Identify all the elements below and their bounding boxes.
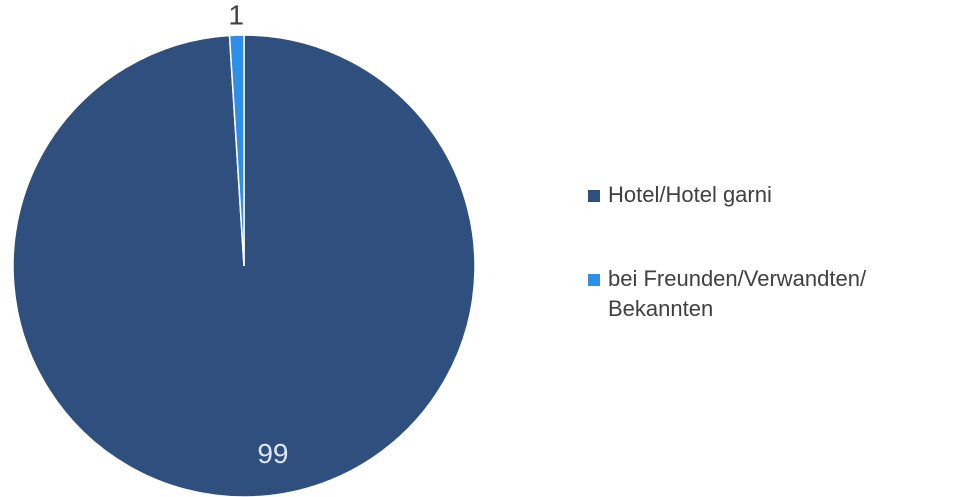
legend-swatch bbox=[588, 190, 600, 202]
data-label: 1 bbox=[228, 0, 244, 31]
legend-swatch bbox=[588, 274, 600, 286]
legend: Hotel/Hotel garni bei Freunden/Verwandten… bbox=[588, 180, 948, 378]
data-label: 99 bbox=[257, 438, 288, 469]
legend-item: bei Freunden/Verwandten/ Bekannten bbox=[588, 264, 948, 324]
legend-label: Hotel/Hotel garni bbox=[608, 182, 772, 207]
legend-label: bei Freunden/Verwandten/ Bekannten bbox=[608, 266, 867, 321]
legend-item: Hotel/Hotel garni bbox=[588, 180, 948, 210]
pie-slice bbox=[228, 34, 245, 267]
